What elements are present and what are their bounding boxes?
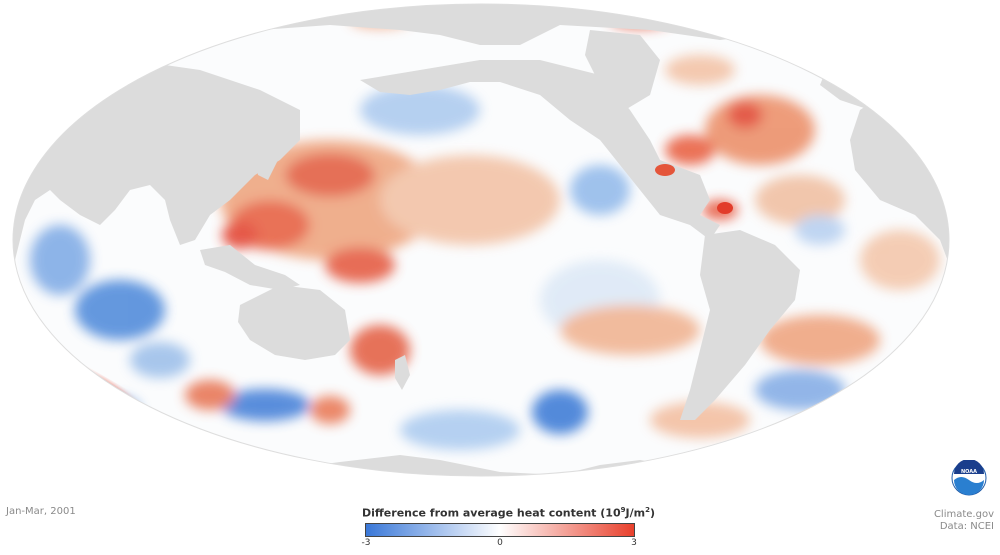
warm-streak-east xyxy=(873,376,937,414)
noaa-logo: NOAA xyxy=(951,460,987,496)
color-legend: Difference from average heat content (10… xyxy=(362,506,655,549)
time-period-label: Jan-Mar, 2001 xyxy=(6,506,76,517)
legend-mid-label: 0 xyxy=(497,537,503,548)
gulf-warm-spot xyxy=(717,202,733,214)
heat-anomaly-field xyxy=(30,12,940,450)
noaa-logo-text: NOAA xyxy=(961,469,977,475)
ocean-heat-map xyxy=(12,3,950,477)
credits: Climate.gov Data: NCEI xyxy=(934,509,994,533)
legend-title-exponent: 9 xyxy=(620,506,626,514)
legend-title-suffix: ) xyxy=(649,506,655,520)
legend-title-prefix: Difference from average heat content (10 xyxy=(362,506,621,520)
legend-title: Difference from average heat content (10… xyxy=(362,506,655,520)
legend-min-label: -3 xyxy=(361,537,371,548)
legend-max-label: 3 xyxy=(631,537,637,548)
map-svg xyxy=(12,3,950,477)
caribbean-warm-spot xyxy=(655,164,675,176)
legend-title-unit-exponent: 2 xyxy=(645,506,650,514)
credit-site[interactable]: Climate.gov xyxy=(933,509,994,520)
legend-title-unit: J/m xyxy=(625,506,646,520)
legend-color-bar xyxy=(365,522,635,537)
legend-ticks: -3 0 3 xyxy=(362,537,637,549)
credit-data-source: Data: NCEI xyxy=(939,521,994,532)
